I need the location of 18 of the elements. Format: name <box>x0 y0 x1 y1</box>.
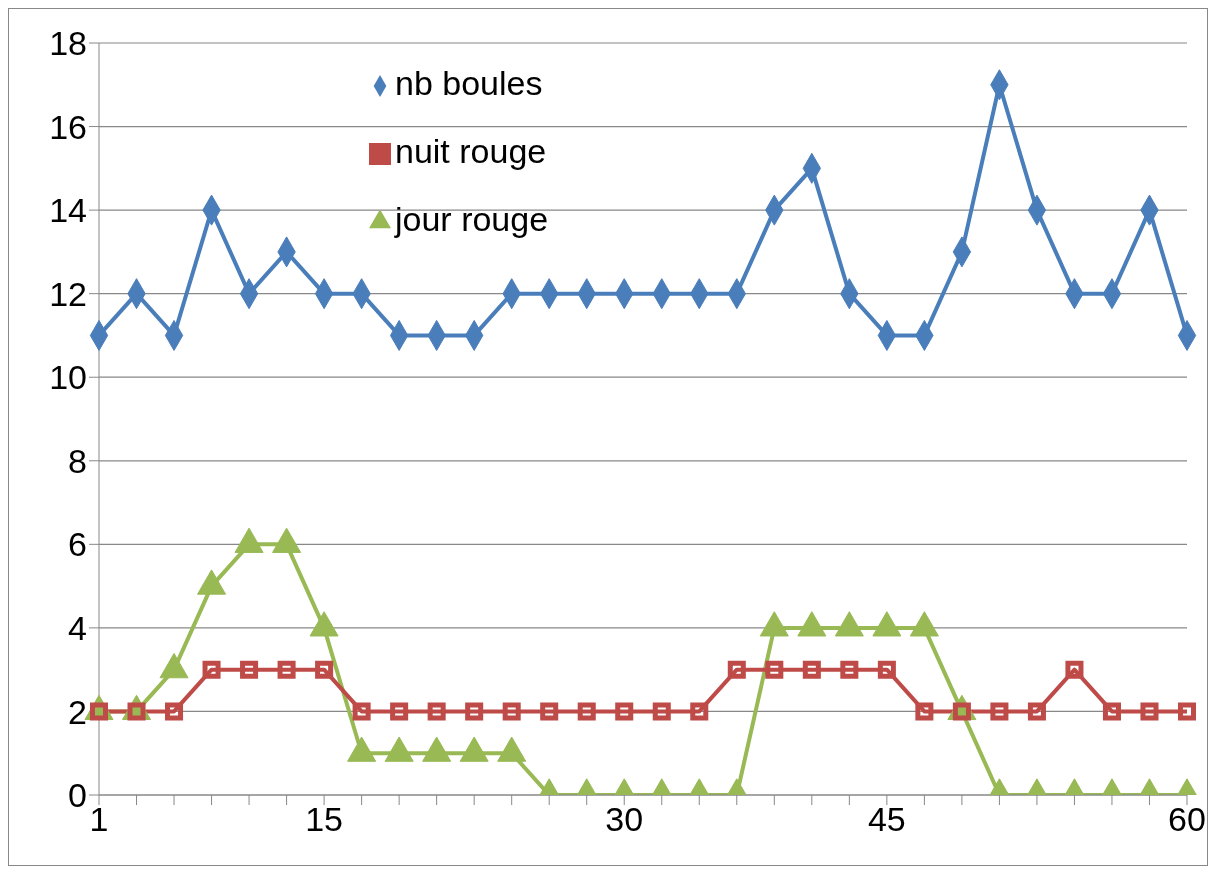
y-tick-label: 18 <box>49 24 87 63</box>
y-tick-label: 14 <box>49 191 87 230</box>
y-tick-label: 0 <box>68 776 87 815</box>
y-tick-label: 2 <box>68 692 87 731</box>
x-tick-label: 1 <box>89 800 109 839</box>
x-tick-label: 45 <box>867 800 906 839</box>
y-tick-label: 10 <box>49 358 87 397</box>
x-tick-label: 15 <box>305 800 344 839</box>
y-tick-label: 8 <box>68 441 87 480</box>
y-tick-label: 4 <box>68 608 87 647</box>
legend-label: nb boules <box>395 64 543 102</box>
y-tick-label: 12 <box>49 274 87 313</box>
x-tick-label: 60 <box>1168 800 1206 839</box>
legend-label: jour rouge <box>395 200 549 238</box>
legend-label: nuit rouge <box>395 132 547 170</box>
x-tick-label: 30 <box>605 800 644 839</box>
y-tick-label: 16 <box>49 107 87 146</box>
y-tick-label: 6 <box>68 525 87 564</box>
